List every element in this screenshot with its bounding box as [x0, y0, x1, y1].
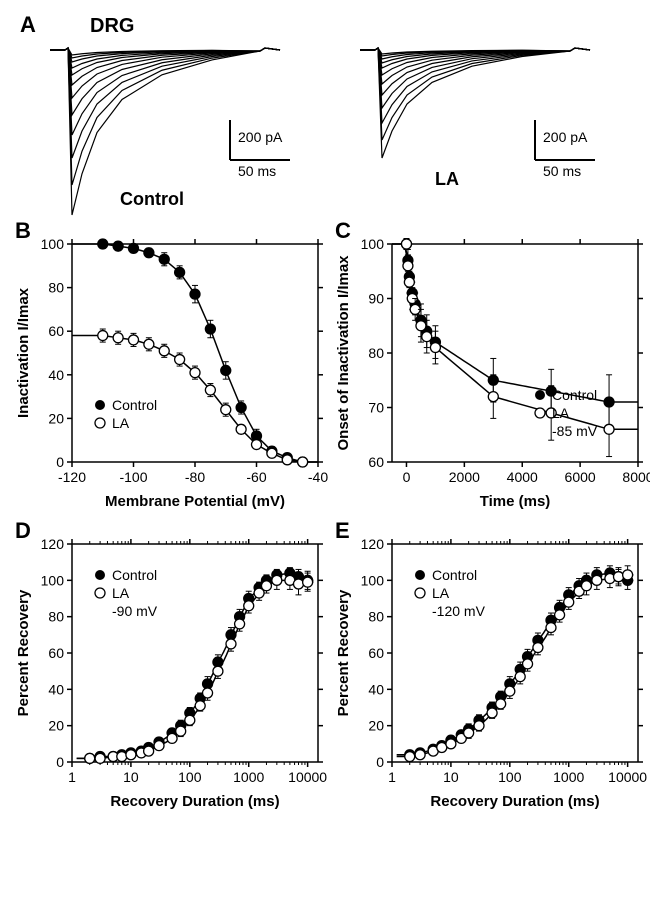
svg-text:0: 0 [56, 454, 64, 470]
svg-text:100: 100 [178, 769, 202, 785]
panel-a-la-label: LA [435, 169, 459, 189]
svg-text:Percent Recovery: Percent Recovery [335, 589, 352, 716]
svg-text:10: 10 [443, 769, 459, 785]
svg-text:LA: LA [432, 585, 450, 601]
svg-text:20: 20 [48, 718, 64, 734]
svg-text:8000: 8000 [622, 469, 650, 485]
svg-text:10: 10 [123, 769, 139, 785]
svg-text:6000: 6000 [565, 469, 596, 485]
svg-text:60: 60 [368, 454, 384, 470]
svg-text:40: 40 [48, 367, 64, 383]
svg-text:80: 80 [48, 280, 64, 296]
svg-text:40: 40 [368, 681, 384, 697]
svg-text:Time (ms): Time (ms) [480, 493, 551, 510]
svg-text:Control: Control [432, 567, 477, 583]
panel-a-control-label: Control [120, 189, 184, 209]
svg-text:0: 0 [56, 754, 64, 770]
svg-text:-40: -40 [308, 469, 328, 485]
svg-text:100: 100 [361, 572, 385, 588]
svg-text:80: 80 [368, 609, 384, 625]
svg-text:-100: -100 [119, 469, 147, 485]
svg-text:-90 mV: -90 mV [112, 603, 158, 619]
scale-y-right: 200 pA [543, 129, 588, 145]
svg-text:60: 60 [368, 645, 384, 661]
scale-x-left: 50 ms [238, 163, 276, 179]
svg-text:1000: 1000 [553, 769, 584, 785]
svg-text:Membrane Potential (mV): Membrane Potential (mV) [105, 493, 285, 510]
svg-text:0: 0 [376, 754, 384, 770]
svg-text:80: 80 [368, 345, 384, 361]
scale-x-right: 50 ms [543, 163, 581, 179]
svg-text:60: 60 [48, 645, 64, 661]
svg-text:LA: LA [552, 405, 570, 421]
svg-text:4000: 4000 [507, 469, 538, 485]
panel-label: E [335, 520, 350, 543]
svg-text:10000: 10000 [608, 769, 647, 785]
svg-text:1: 1 [388, 769, 396, 785]
svg-text:Percent Recovery: Percent Recovery [15, 589, 32, 716]
svg-text:1000: 1000 [233, 769, 264, 785]
svg-text:90: 90 [368, 291, 384, 307]
svg-text:70: 70 [368, 400, 384, 416]
svg-text:40: 40 [48, 681, 64, 697]
panel-label: B [15, 220, 31, 243]
svg-text:Recovery Duration (ms): Recovery Duration (ms) [110, 793, 279, 810]
svg-text:LA: LA [112, 415, 130, 431]
svg-text:100: 100 [498, 769, 522, 785]
scale-y-left: 200 pA [238, 129, 283, 145]
svg-text:100: 100 [41, 236, 65, 252]
panel-a-label: A [20, 12, 36, 37]
svg-text:0: 0 [403, 469, 411, 485]
svg-text:Inactivation I/Imax: Inactivation I/Imax [15, 287, 32, 418]
panel-a-title: DRG [90, 15, 134, 37]
svg-text:-120: -120 [58, 469, 86, 485]
svg-text:Control: Control [552, 387, 597, 403]
svg-text:100: 100 [361, 236, 385, 252]
row-bc: B 0 20 40 60 80 100 -120 -100 -80 -60 -40 Membrane P… [10, 220, 651, 520]
figure-container: A DRG 200 pA 50 ms 200 pA 50 ms Control … [10, 10, 651, 820]
panel-a-svg: A DRG 200 pA 50 ms 200 pA 50 ms Control … [10, 10, 651, 220]
svg-text:120: 120 [361, 536, 385, 552]
svg-text:Control: Control [112, 397, 157, 413]
svg-text:1: 1 [68, 769, 76, 785]
svg-text:Recovery Duration (ms): Recovery Duration (ms) [430, 793, 599, 810]
svg-text:Onset of Inactivation I/Imax: Onset of Inactivation I/Imax [335, 255, 352, 451]
svg-text:Control: Control [112, 567, 157, 583]
panel-c-svg: C 60 70 80 90 100 0 2000 4000 6000 8000 Time (ms) On… [330, 220, 650, 520]
scale-bar-right: 200 pA 50 ms [535, 120, 595, 179]
svg-text:100: 100 [41, 572, 65, 588]
panel-e-svg: E020406080100120110100100010000Recovery … [330, 520, 650, 820]
svg-text:120: 120 [41, 536, 65, 552]
svg-text:-60: -60 [246, 469, 266, 485]
svg-text:-120 mV: -120 mV [432, 603, 486, 619]
svg-text:-80: -80 [185, 469, 205, 485]
svg-text:-85 mV: -85 mV [552, 423, 598, 439]
panel-b-svg: B 0 20 40 60 80 100 -120 -100 -80 -60 -40 Membrane P… [10, 220, 330, 520]
svg-text:60: 60 [48, 323, 64, 339]
svg-text:80: 80 [48, 609, 64, 625]
panel-a: A DRG 200 pA 50 ms 200 pA 50 ms Control … [10, 10, 651, 220]
scale-bar-left: 200 pA 50 ms [230, 120, 290, 179]
panel-label: D [15, 520, 31, 543]
panel-d-svg: D020406080100120110100100010000Recovery … [10, 520, 330, 820]
row-de: D020406080100120110100100010000Recovery … [10, 520, 651, 820]
panel-label: C [335, 220, 351, 243]
svg-text:LA: LA [112, 585, 130, 601]
svg-text:2000: 2000 [449, 469, 480, 485]
svg-text:20: 20 [48, 410, 64, 426]
svg-text:10000: 10000 [288, 769, 327, 785]
svg-text:20: 20 [368, 718, 384, 734]
